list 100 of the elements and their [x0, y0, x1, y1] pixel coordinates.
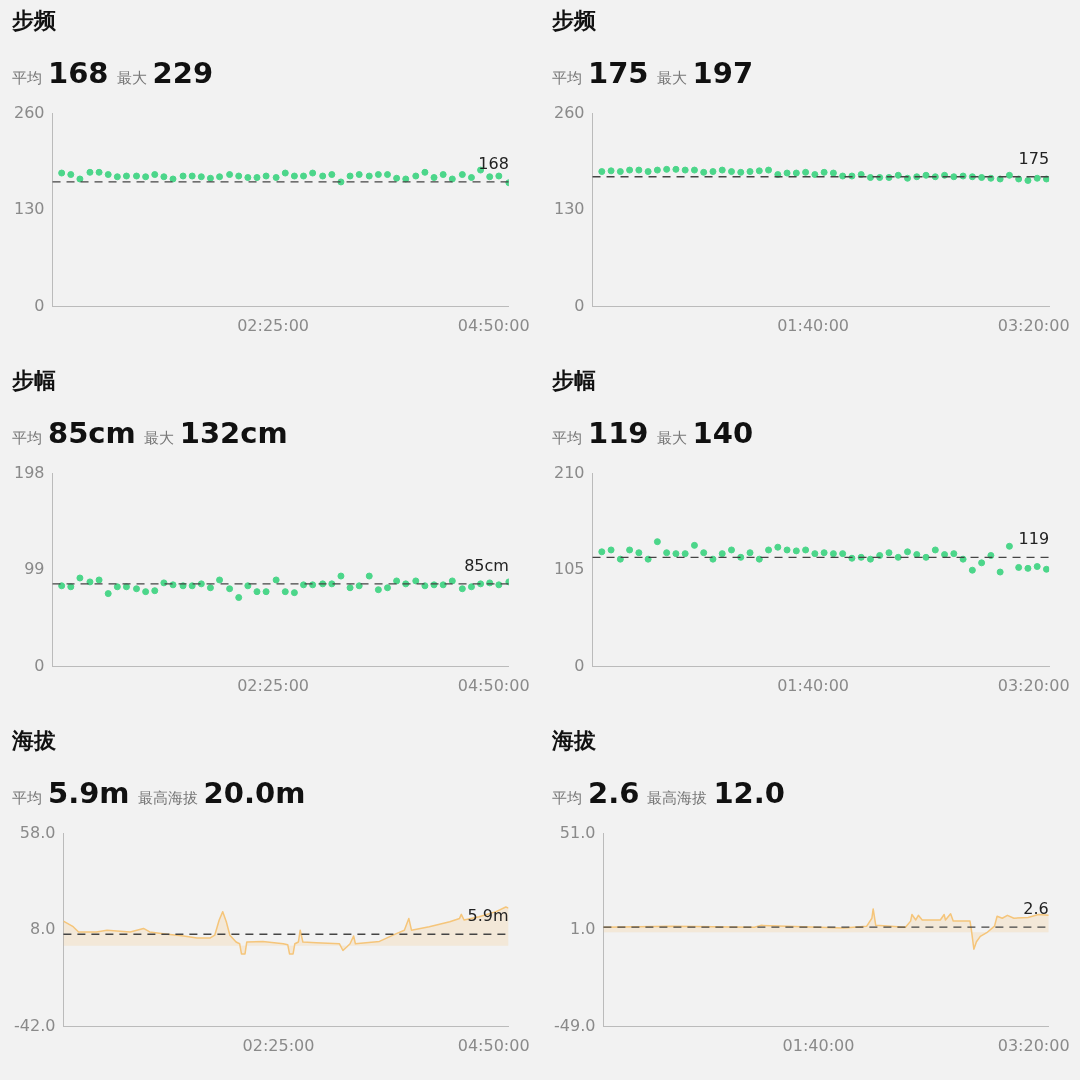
point	[653, 166, 661, 174]
ref-line-label: 175	[1018, 148, 1050, 168]
point	[421, 168, 429, 176]
point	[1042, 175, 1050, 183]
x-tick-label: 03:20:00	[997, 315, 1070, 335]
chart-subtitle: 平均 175 最大 197	[552, 56, 754, 90]
point	[718, 166, 726, 174]
point	[58, 169, 66, 177]
y-tick-label: 1.0	[569, 919, 596, 939]
point	[820, 549, 828, 557]
point	[216, 173, 224, 181]
point	[598, 168, 606, 176]
point	[681, 166, 689, 174]
point	[672, 165, 680, 173]
point	[300, 172, 308, 180]
point	[67, 171, 75, 179]
y-tick-label: -49.0	[553, 1015, 596, 1035]
point	[226, 171, 234, 179]
point	[792, 547, 800, 555]
point	[495, 172, 503, 180]
point	[635, 549, 643, 557]
ref-line-label: 2.6	[1023, 899, 1049, 919]
point	[783, 169, 791, 177]
point	[328, 171, 336, 179]
point	[355, 171, 363, 179]
point	[104, 171, 112, 179]
point	[829, 550, 837, 558]
point	[811, 550, 819, 558]
y-tick-label: 99	[24, 559, 45, 579]
point	[922, 553, 930, 561]
point	[179, 172, 187, 180]
y-tick-label: 0	[34, 295, 45, 315]
point	[839, 172, 847, 180]
point	[913, 551, 921, 559]
point	[151, 171, 159, 179]
point	[467, 174, 475, 182]
ref-line-label: 119	[1018, 529, 1050, 549]
point	[941, 551, 949, 559]
point	[365, 172, 373, 180]
x-tick-label: 04:50:00	[457, 315, 530, 335]
point	[281, 169, 289, 177]
point	[876, 551, 884, 559]
point	[922, 171, 930, 179]
point	[672, 550, 680, 558]
chart-title: 海拔	[12, 727, 56, 755]
point	[1005, 542, 1013, 550]
point	[133, 172, 141, 180]
y-tick-label: 260	[553, 102, 585, 122]
point	[746, 168, 754, 176]
ref-line-label: 5.9m	[467, 906, 509, 926]
point	[746, 549, 754, 557]
y-tick-label: 0	[34, 655, 45, 675]
point	[1005, 171, 1013, 179]
chart-subtitle: 平均 5.9m 最高海拔 20.0m	[12, 776, 306, 810]
y-tick-label: 58.0	[19, 822, 56, 842]
point	[402, 175, 410, 183]
point	[616, 168, 624, 176]
point	[188, 172, 196, 180]
point	[626, 546, 634, 554]
x-tick-label: 04:50:00	[457, 675, 530, 695]
point	[894, 171, 902, 179]
point	[978, 174, 986, 182]
ref-line-label: 168	[478, 154, 509, 174]
point	[235, 172, 243, 180]
point	[765, 166, 773, 174]
y-tick-label: 0	[574, 295, 585, 315]
point	[206, 174, 214, 182]
point	[644, 168, 652, 176]
y-tick-label: 130	[553, 199, 585, 219]
point	[1033, 174, 1041, 182]
point	[113, 173, 121, 181]
x-tick-label: 03:20:00	[997, 1035, 1070, 1055]
point	[486, 173, 494, 181]
point	[690, 541, 698, 549]
point	[931, 546, 939, 554]
chart-title: 步幅	[552, 367, 596, 395]
point	[439, 171, 447, 179]
point	[1024, 176, 1032, 184]
point	[718, 550, 726, 558]
point	[839, 550, 847, 558]
point	[755, 167, 763, 175]
point	[448, 175, 456, 183]
y-tick-label: 0	[574, 655, 585, 675]
point	[384, 171, 391, 179]
point	[904, 548, 912, 556]
point	[616, 555, 624, 563]
point	[783, 546, 791, 554]
point	[987, 551, 995, 559]
y-tick-label: -42.0	[13, 1015, 56, 1035]
ref-line-label: 85cm	[464, 556, 509, 576]
point	[95, 168, 103, 176]
point	[393, 174, 401, 182]
x-tick-label: 01:40:00	[777, 675, 850, 695]
point	[412, 172, 420, 180]
point	[1042, 565, 1050, 573]
x-tick-label: 04:50:00	[457, 1035, 530, 1055]
point	[709, 555, 717, 563]
point	[681, 550, 689, 558]
chart-title: 步频	[552, 7, 596, 35]
point	[968, 566, 976, 574]
